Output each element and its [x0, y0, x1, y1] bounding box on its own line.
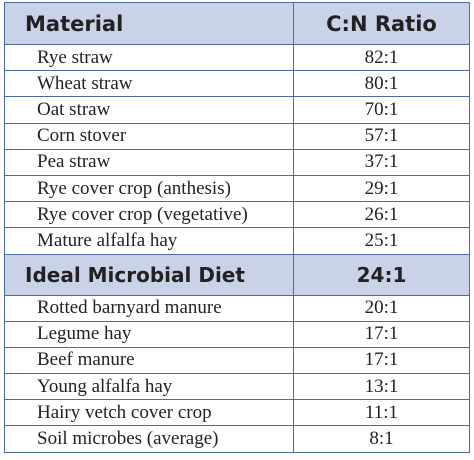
table-row: Oat straw 70:1	[4, 96, 470, 124]
ratio-cell: 80:1	[293, 70, 470, 98]
material-cell: Rye straw	[4, 43, 294, 72]
material-cell: Corn stover	[4, 122, 294, 150]
ratio-cell: 70:1	[293, 96, 470, 124]
ratio-cell: 24:1	[293, 253, 470, 296]
material-cell: Rotted barnyard manure	[4, 294, 294, 322]
ratio-cell: 20:1	[293, 294, 470, 322]
header-row: Material C:N Ratio	[4, 2, 470, 45]
material-cell: Rye cover crop (anthesis)	[4, 174, 294, 203]
ratio-cell: 29:1	[293, 174, 470, 203]
ratio-cell: 25:1	[293, 227, 470, 255]
table-row: Pea straw 37:1	[4, 148, 470, 176]
table-row: Rye cover crop (anthesis) 29:1	[4, 174, 470, 203]
ratio-cell: 13:1	[293, 373, 470, 401]
table-row: Mature alfalfa hay 25:1	[4, 227, 470, 255]
table-row: Soil microbes (average) 8:1	[4, 425, 470, 453]
table-row: Rye straw 82:1	[4, 43, 470, 72]
material-cell: Pea straw	[4, 148, 294, 176]
ratio-cell: 17:1	[293, 320, 470, 348]
header-cell: Material	[4, 2, 294, 45]
table-row: Rye cover crop (vegetative) 26:1	[4, 201, 470, 229]
highlight-row: Ideal Microbial Diet 24:1	[4, 253, 470, 296]
table-row: Rotted barnyard manure 20:1	[4, 294, 470, 322]
material-cell: Wheat straw	[4, 70, 294, 98]
material-cell: Ideal Microbial Diet	[4, 253, 294, 296]
material-cell: Hairy vetch cover crop	[4, 399, 294, 427]
ratio-cell: 37:1	[293, 148, 470, 176]
ratio-cell: 11:1	[293, 399, 470, 427]
ratio-cell: 8:1	[293, 425, 470, 453]
table-body: Rye straw 82:1 Wheat straw 80:1 Oat straw 70:…	[4, 43, 470, 453]
material-cell: Soil microbes (average)	[4, 425, 294, 453]
table-row: Young alfalfa hay 13:1	[4, 373, 470, 401]
table-row: Hairy vetch cover crop 11:1	[4, 399, 470, 427]
material-cell: Beef manure	[4, 346, 294, 375]
material-cell: Young alfalfa hay	[4, 373, 294, 401]
material-cell: Oat straw	[4, 96, 294, 124]
ratio-cell: 82:1	[293, 43, 470, 72]
material-cell: Legume hay	[4, 320, 294, 348]
table-row: Wheat straw 80:1	[4, 70, 470, 98]
material-cell: Mature alfalfa hay	[4, 227, 294, 255]
material-cell: Rye cover crop (vegetative)	[4, 201, 294, 229]
header-cell: C:N Ratio	[293, 2, 470, 45]
ratio-cell: 57:1	[293, 122, 470, 150]
ratio-cell: 26:1	[293, 201, 470, 229]
cn-ratio-table: Material C:N Ratio Rye straw 82:1 Wheat st…	[4, 2, 470, 453]
ratio-cell: 17:1	[293, 346, 470, 375]
table-row: Legume hay 17:1	[4, 320, 470, 348]
table-row: Beef manure 17:1	[4, 346, 470, 375]
table-row: Corn stover 57:1	[4, 122, 470, 150]
